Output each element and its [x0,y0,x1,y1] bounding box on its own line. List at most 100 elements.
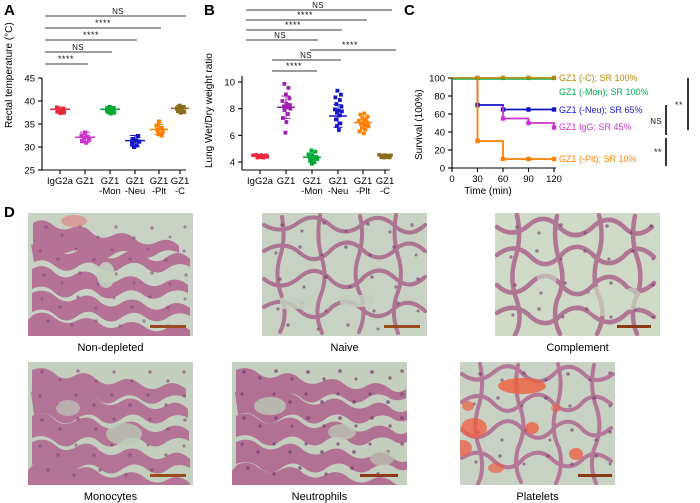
svg-text:GZ1: GZ1 [171,176,189,187]
panel-c-series-neu [475,78,557,112]
svg-text:-Mon: -Mon [301,186,323,197]
svg-text:-Neu: -Neu [328,186,349,197]
svg-text:****: **** [58,54,74,64]
caption-monocytes: Monocytes [83,491,138,503]
svg-text:IgG2a: IgG2a [47,176,74,187]
bracket-ns: NS [650,117,662,126]
caption-complement: Complement [546,342,609,354]
panel-b-significance: **** NS **** NS **** **** NS [246,1,396,72]
panel-c-x-ticks: 0 30 60 90 120 [449,168,562,185]
svg-text:GZ1: GZ1 [354,176,372,187]
panel-a-ylabel: Rectal temperature (°C) [4,22,15,128]
svg-text:30: 30 [472,174,483,185]
svg-text:-Plt: -Plt [152,186,167,197]
panel-d-letter: D [4,204,15,221]
svg-text:-Plt: -Plt [356,186,371,197]
legend-item-plt: GZ1 (-Plt); SR 10% [559,154,637,164]
panel-b-group-gz1-plt [354,111,372,136]
panel-c-series-c [452,75,557,81]
svg-text:IgG2a: IgG2a [247,176,274,187]
panel-a-y-ticks: 45 40 35 30 25 [24,74,42,177]
svg-text:****: **** [95,18,111,28]
panel-c-letter: C [404,2,415,19]
legend-item-neu: GZ1 (-Neu); SR 65% [559,105,643,115]
svg-text:6: 6 [230,131,235,142]
svg-text:40: 40 [24,97,35,108]
svg-text:NS: NS [274,31,286,40]
svg-text:120: 120 [546,174,562,185]
panel-c-legend: GZ1 (-C); SR 100% GZ1 (-Mon); SR 100% GZ… [559,73,649,164]
svg-text:GZ1: GZ1 [101,176,119,187]
bracket-star-lower: ** [654,147,662,157]
svg-text:-C: -C [175,186,185,197]
svg-text:GZ1: GZ1 [150,176,168,187]
caption-neutrophils: Neutrophils [291,491,348,503]
svg-text:100: 100 [429,74,445,85]
svg-text:GZ1: GZ1 [277,176,295,187]
svg-text:35: 35 [24,120,35,131]
panel-b-group-igg2a [251,153,270,160]
panel-b-ylabel: Lung Wet/Dry weight ratio [204,53,215,168]
panel-c-svg: Survival (100%) Time (min) 100 80 60 40 … [414,73,689,197]
svg-text:25: 25 [24,166,35,177]
svg-text:-C: -C [380,186,390,197]
panel-a-group-gz1-plt [150,119,168,138]
panel-b-letter: B [204,2,215,19]
panel-c-series-igg [500,106,557,130]
panel-c: Survival (100%) Time (min) 100 80 60 40 … [400,0,700,205]
svg-text:8: 8 [230,104,235,115]
panel-b-group-gz1-c [377,153,393,160]
svg-text:GZ1: GZ1 [126,176,144,187]
panel-a-group-igg2a [50,105,70,116]
svg-text:NS: NS [312,1,324,10]
svg-text:80: 80 [434,92,445,103]
panel-a-group-gz1-neu [125,134,145,150]
svg-text:NS: NS [112,7,124,16]
svg-text:4: 4 [230,158,235,169]
svg-text:****: **** [297,10,313,20]
panel-a-x-ticks [59,170,181,174]
panel-a-group-gz1-mon [100,105,120,116]
svg-text:20: 20 [434,146,445,157]
svg-text:-Mon: -Mon [99,186,121,197]
micrograph-complement [495,213,660,336]
caption-naive: Naive [330,342,359,354]
svg-text:10: 10 [224,78,235,89]
panel-b-group-gz1 [277,82,295,135]
svg-text:60: 60 [434,110,445,121]
svg-text:0: 0 [449,174,454,185]
svg-text:NS: NS [72,43,84,52]
svg-text:60: 60 [498,174,509,185]
svg-text:GZ1: GZ1 [329,176,347,187]
bracket-star-outer: ** [675,100,683,110]
panel-b-x-labels: IgG2a GZ1 GZ1-Mon GZ1-Neu GZ1-Plt GZ1-C [247,176,394,197]
panel-a-group-gz1 [75,130,95,145]
svg-text:****: **** [342,40,358,50]
panel-c-brackets: ** NS ** [650,78,689,166]
panel-a-group-gz1-c [171,103,189,115]
legend-item-mon: GZ1 (-Mon); SR 100% [559,87,649,97]
panel-c-y-ticks: 100 80 60 40 20 0 [429,74,452,175]
svg-text:90: 90 [523,174,534,185]
legend-item-igg: GZ1 IgG; SR 45% [559,122,632,132]
svg-text:45: 45 [24,74,35,85]
panel-a-svg: Rectal temperature (°C) 45 40 35 30 25 I… [4,7,189,197]
micrograph-neutrophils [232,362,407,485]
micrograph-platelets [460,362,615,485]
svg-text:****: **** [83,30,99,40]
panel-a-letter: A [4,2,15,19]
panel-b-svg: Lung Wet/Dry weight ratio 10 8 6 4 IgG2a… [204,1,396,197]
panel-a: Rectal temperature (°C) 45 40 35 30 25 I… [0,0,200,200]
caption-non-depleted: Non-depleted [77,342,144,354]
panel-b: Lung Wet/Dry weight ratio 10 8 6 4 IgG2a… [200,0,400,200]
panel-b-y-ticks: 10 8 6 4 [224,78,242,169]
micrograph-non-depleted [28,213,193,336]
legend-item-c: GZ1 (-C); SR 100% [559,73,638,83]
svg-text:30: 30 [24,143,35,154]
panel-a-significance: **** NS **** **** NS [45,7,186,65]
panel-b-x-ticks [259,170,386,174]
svg-text:40: 40 [434,128,445,139]
svg-text:****: **** [286,61,302,71]
micrograph-naive [262,213,427,336]
panel-c-series-plt [475,78,557,162]
